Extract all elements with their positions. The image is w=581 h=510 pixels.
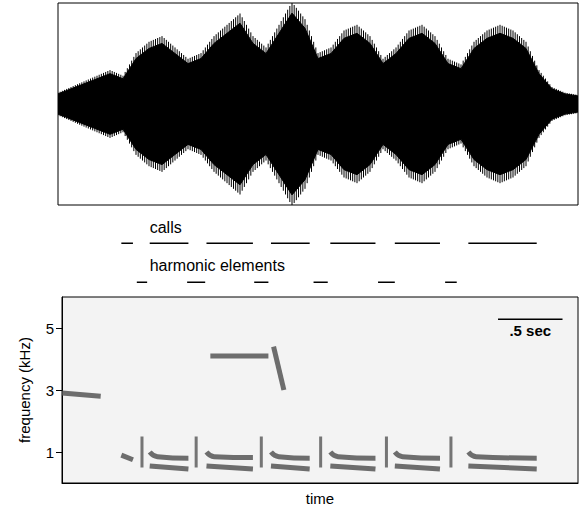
svg-text:.5 sec: .5 sec [509, 322, 551, 339]
svg-text:frequency (kHz): frequency (kHz) [16, 337, 33, 443]
svg-text:time: time [306, 490, 334, 507]
svg-text:5: 5 [46, 320, 54, 337]
svg-text:3: 3 [46, 382, 54, 399]
svg-text:calls: calls [150, 219, 182, 236]
svg-text:harmonic elements: harmonic elements [150, 257, 285, 274]
svg-text:1: 1 [46, 444, 54, 461]
